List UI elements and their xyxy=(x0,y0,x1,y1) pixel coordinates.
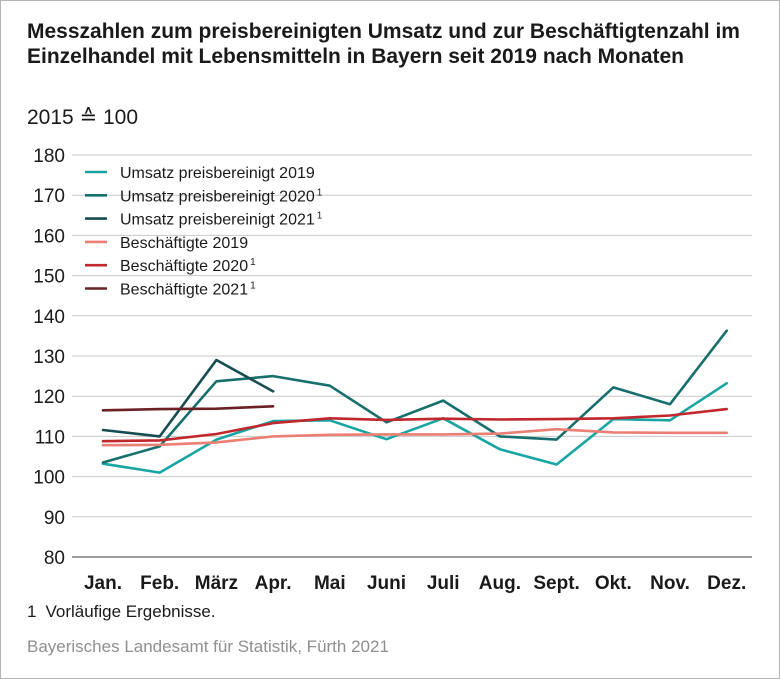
footnote: 1 Vorläufige Ergebnisse. xyxy=(27,602,216,622)
x-tick-label: Juni xyxy=(367,573,406,594)
y-tick-label: 90 xyxy=(44,508,65,529)
x-tick-label: Apr. xyxy=(255,573,292,594)
footnote-text: Vorläufige Ergebnisse. xyxy=(45,602,216,621)
series-line xyxy=(101,427,729,447)
y-tick-label: 120 xyxy=(33,387,65,408)
x-tick-label: Okt. xyxy=(595,573,632,594)
legend: Umsatz preisbereinigt 2019 Umsatz preisbe… xyxy=(85,165,323,299)
x-tick-label: Sept. xyxy=(533,573,579,594)
y-axis-ticks: 80 90 100 110 120 130 140 150 160 170 180 xyxy=(33,146,65,569)
y-tick-label: 130 xyxy=(33,347,65,368)
legend-footnote-marker: 1 xyxy=(317,187,323,198)
y-tick-label: 180 xyxy=(33,146,65,167)
series-line xyxy=(101,381,729,474)
footnote-number: 1 xyxy=(27,602,37,621)
x-tick-label: Feb. xyxy=(140,573,179,594)
legend-label: Beschäftigte 2019 xyxy=(120,235,248,252)
series-line xyxy=(101,358,275,438)
legend-footnote-marker: 1 xyxy=(250,281,256,292)
series-line xyxy=(101,407,729,443)
x-axis-ticks: Jan. Feb. März Apr. Mai Juni Juli Aug. Sept. Okt.… xyxy=(84,573,746,594)
y-tick-label: 140 xyxy=(33,307,65,328)
chart-subtitle: 2015 ≙ 100 xyxy=(27,106,139,129)
legend-label: Umsatz preisbereinigt 2021 1 xyxy=(120,211,323,229)
x-tick-label: Nov. xyxy=(650,573,690,594)
x-tick-label: März xyxy=(195,573,238,594)
line-chart: 80 90 100 110 120 130 140 150 160 170 180 Jan. Feb.… xyxy=(33,146,752,594)
chart-title: Messzahlen zum preisbereinigten Umsatz u… xyxy=(27,20,740,68)
y-tick-label: 80 xyxy=(44,548,65,569)
x-tick-label: Juli xyxy=(427,573,460,594)
legend-footnote-marker: 1 xyxy=(317,211,323,222)
x-tick-label: Dez. xyxy=(707,573,746,594)
legend-label: Umsatz preisbereinigt 2020 1 xyxy=(120,187,323,205)
x-tick-label: Jan. xyxy=(84,573,122,594)
source-note: Bayerisches Landesamt für Statistik, Für… xyxy=(27,637,389,656)
y-tick-label: 100 xyxy=(33,468,65,489)
legend-label: Umsatz preisbereinigt 2019 xyxy=(120,165,315,182)
y-tick-label: 110 xyxy=(35,427,65,448)
series-lines xyxy=(101,329,729,474)
y-tick-label: 170 xyxy=(33,186,65,207)
x-tick-label: Aug. xyxy=(479,573,521,594)
series-line xyxy=(101,329,729,464)
y-tick-label: 150 xyxy=(33,267,65,288)
x-tick-label: Mai xyxy=(314,573,346,594)
legend-footnote-marker: 1 xyxy=(250,257,256,268)
y-tick-label: 160 xyxy=(33,226,65,247)
legend-label: Beschäftigte 2021 1 xyxy=(120,281,256,299)
legend-label: Beschäftigte 2020 1 xyxy=(120,257,256,275)
series-line xyxy=(101,404,275,412)
